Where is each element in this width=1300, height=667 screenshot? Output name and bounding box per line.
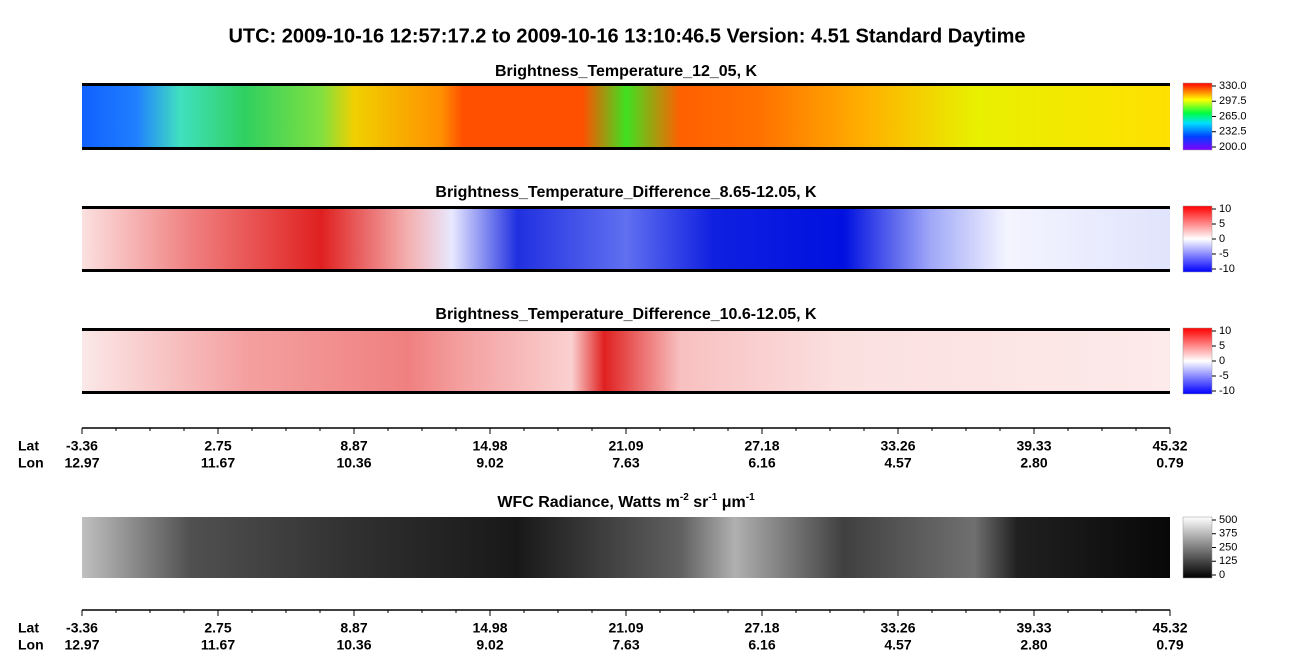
lat-value: 39.33: [1016, 438, 1051, 454]
lat-label: Lat: [18, 620, 39, 636]
title-text: WFC Radiance, Watts m: [497, 494, 680, 511]
lat-value: 27.18: [744, 620, 779, 636]
lat-value: 39.33: [1016, 620, 1051, 636]
data-strip: [82, 83, 1170, 150]
title-superscript: -1: [746, 492, 755, 503]
lat-value: -3.36: [66, 620, 98, 636]
colorbar: [1182, 205, 1213, 273]
colorbar-label: 500: [1219, 514, 1237, 526]
title-text: sr: [689, 494, 709, 511]
lon-value: 0.79: [1156, 455, 1183, 471]
title-superscript: -2: [680, 492, 689, 503]
strip-edge: [82, 83, 1170, 86]
data-strip: [82, 517, 1170, 578]
colorbar-label: 297.5: [1219, 95, 1247, 107]
colorbar-label: 0: [1219, 355, 1225, 367]
lat-value: 27.18: [744, 438, 779, 454]
colorbar-label: -5: [1219, 248, 1229, 260]
colorbar-label: 5: [1219, 218, 1225, 230]
panel-title: Brightness_Temperature_Difference_10.6-1…: [435, 306, 817, 323]
colorbar-label: 0: [1219, 569, 1225, 581]
colorbar-label: -5: [1219, 370, 1229, 382]
panel-title: Brightness_Temperature_Difference_8.65-1…: [435, 184, 817, 201]
colorbar-label: -10: [1219, 263, 1235, 275]
lon-value: 10.36: [336, 455, 371, 471]
lon-label: Lon: [18, 637, 44, 653]
colorbar-label: -10: [1219, 385, 1235, 397]
colorbar: [1182, 516, 1213, 579]
lon-value: 7.63: [612, 637, 639, 653]
lon-value: 6.16: [748, 455, 775, 471]
lon-value: 10.36: [336, 637, 371, 653]
colorbar-label: 200.0: [1219, 141, 1247, 153]
colorbar: [1182, 327, 1213, 395]
lat-value: 45.32: [1152, 620, 1187, 636]
title-text: μm: [717, 494, 745, 511]
data-strip: [82, 206, 1170, 272]
title-text: Brightness_Temperature_Difference_10.6-1…: [435, 306, 817, 323]
strip-edge: [82, 206, 1170, 209]
strip-edge: [82, 328, 1170, 331]
lon-value: 11.67: [201, 637, 235, 653]
lon-value: 4.57: [884, 455, 911, 471]
lat-value: 2.75: [204, 620, 231, 636]
colorbar-label: 265.0: [1219, 110, 1247, 122]
lat-value: 21.09: [608, 438, 643, 454]
data-strip: [82, 328, 1170, 394]
lon-value: 0.79: [1156, 637, 1183, 653]
lon-value: 12.97: [64, 637, 99, 653]
lat-value: -3.36: [66, 438, 98, 454]
lon-value: 12.97: [64, 455, 99, 471]
strip-edge: [82, 147, 1170, 150]
colorbar-label: 250: [1219, 541, 1237, 553]
lat-label: Lat: [18, 438, 39, 454]
colorbar: [1182, 82, 1213, 151]
title-text: Brightness_Temperature_Difference_8.65-1…: [435, 184, 817, 201]
lat-value: 8.87: [340, 620, 367, 636]
panel-title: Brightness_Temperature_12_05, K: [495, 63, 757, 80]
strip-edge: [82, 269, 1170, 272]
lon-value: 2.80: [1020, 455, 1047, 471]
colorbar-label: 10: [1219, 203, 1231, 215]
lat-value: 33.26: [880, 620, 915, 636]
title-text: Brightness_Temperature_12_05, K: [495, 63, 757, 80]
strip-edge: [82, 391, 1170, 394]
lat-value: 33.26: [880, 438, 915, 454]
lon-value: 6.16: [748, 637, 775, 653]
lon-value: 7.63: [612, 455, 639, 471]
colorbar-label: 10: [1219, 325, 1231, 337]
lat-value: 8.87: [340, 438, 367, 454]
colorbar-label: 375: [1219, 528, 1237, 540]
title-superscript: -1: [708, 492, 717, 503]
lat-value: 14.98: [472, 620, 507, 636]
colorbar-label: 125: [1219, 555, 1237, 567]
lat-value: 21.09: [608, 620, 643, 636]
lon-value: 9.02: [476, 455, 503, 471]
lon-value: 9.02: [476, 637, 503, 653]
lon-label: Lon: [18, 455, 44, 471]
lat-value: 14.98: [472, 438, 507, 454]
colorbar-label: 330.0: [1219, 80, 1247, 92]
lon-value: 4.57: [884, 637, 911, 653]
colorbar-label: 0: [1219, 233, 1225, 245]
panel-title: WFC Radiance, Watts m-2 sr-1 μm-1: [497, 492, 755, 512]
colorbar-label: 232.5: [1219, 126, 1247, 138]
figure-title: UTC: 2009-10-16 12:57:17.2 to 2009-10-16…: [228, 25, 1025, 47]
lat-value: 2.75: [204, 438, 231, 454]
colorbar-label: 5: [1219, 340, 1225, 352]
lon-value: 11.67: [201, 455, 235, 471]
lon-value: 2.80: [1020, 637, 1047, 653]
lat-value: 45.32: [1152, 438, 1187, 454]
